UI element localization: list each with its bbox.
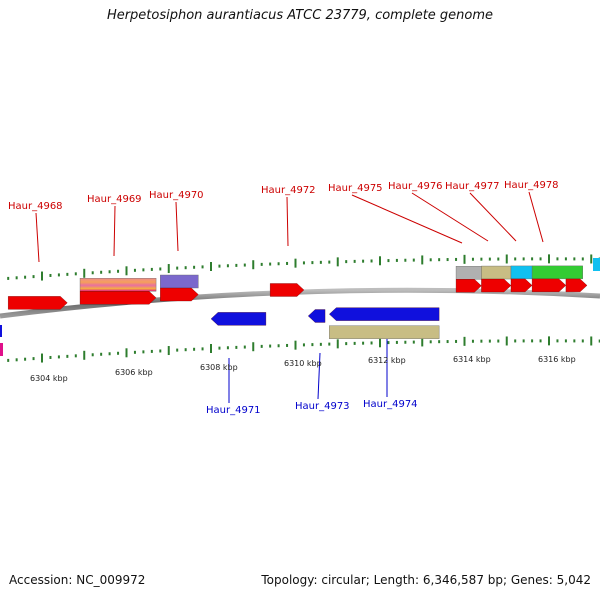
- leader-line: [286, 196, 289, 247]
- feature-block: [455, 266, 482, 280]
- leader-line: [411, 192, 489, 242]
- forward-gene-arrow: [531, 278, 567, 293]
- kbp-label: 6304 kbp: [30, 374, 68, 383]
- leader-line: [528, 191, 544, 243]
- feature-block: [329, 325, 440, 339]
- forward-gene-labels: Haur_4968 Haur_4969 Haur_4970 Haur_4972 …: [8, 180, 559, 212]
- feature-block: [79, 278, 157, 292]
- kbp-label: 6312 kbp: [368, 356, 406, 365]
- gene-label: Haur_4973: [295, 401, 350, 412]
- reverse-gene-arrow: [210, 312, 267, 326]
- feature-blocks: [0, 258, 600, 356]
- gene-label: Haur_4968: [8, 201, 63, 212]
- reverse-gene-arrow: [329, 307, 440, 321]
- kbp-label: 6316 kbp: [538, 355, 576, 364]
- gene-label: Haur_4971: [206, 405, 261, 416]
- kbp-label: 6308 kbp: [200, 363, 238, 372]
- leader-line: [469, 192, 517, 242]
- reverse-gene-arrow: [307, 309, 326, 323]
- gene-label: Haur_4977: [445, 181, 500, 192]
- gene-label: Haur_4974: [363, 399, 418, 410]
- accession-text: Accession: NC_009972: [9, 573, 146, 587]
- map-title: Herpetosiphon aurantiacus ATCC 23779, co…: [106, 8, 494, 23]
- gene-arrows: [0, 278, 588, 337]
- leader-line: [175, 201, 179, 252]
- leader-line: [113, 205, 116, 257]
- gene-label: Haur_4978: [504, 180, 559, 191]
- kbp-label: 6306 kbp: [115, 368, 153, 377]
- forward-gene-arrow: [79, 291, 157, 305]
- forward-gene-arrow: [160, 287, 199, 302]
- kbp-label: 6314 kbp: [453, 355, 491, 364]
- label-leaders: [35, 191, 544, 403]
- forward-gene-arrow: [510, 278, 533, 293]
- gene-label: Haur_4975: [328, 183, 383, 194]
- reverse-gene-labels: Haur_4971 Haur_4973 Haur_4974: [206, 399, 418, 416]
- feature-block: [531, 265, 583, 280]
- kbp-label: 6310 kbp: [284, 359, 322, 368]
- kbp-labels: 6304 kbp 6306 kbp 6308 kbp 6310 kbp 6312…: [30, 355, 576, 383]
- tick-row-reverse: [7, 336, 600, 363]
- forward-gene-arrow: [270, 283, 305, 297]
- feature-block: [0, 343, 3, 356]
- forward-gene-arrow: [481, 278, 512, 293]
- forward-gene-arrow: [565, 278, 588, 293]
- leader-line: [351, 194, 463, 244]
- feature-block: [160, 274, 199, 289]
- gene-label: Haur_4970: [149, 190, 204, 201]
- leader-line: [35, 212, 40, 263]
- leader-line: [317, 352, 321, 400]
- reverse-gene-arrow: [0, 325, 2, 337]
- gene-label: Haur_4972: [261, 185, 316, 196]
- gene-label: Haur_4969: [87, 194, 142, 205]
- forward-gene-arrow: [455, 279, 482, 293]
- gene-label: Haur_4976: [388, 181, 443, 192]
- feature-block: [593, 258, 600, 271]
- forward-gene-arrow: [8, 296, 68, 310]
- feature-block: [510, 265, 533, 280]
- genome-summary: Topology: circular; Length: 6,346,587 bp…: [261, 573, 591, 587]
- tick-row-forward: [7, 254, 600, 281]
- feature-block: [481, 265, 512, 280]
